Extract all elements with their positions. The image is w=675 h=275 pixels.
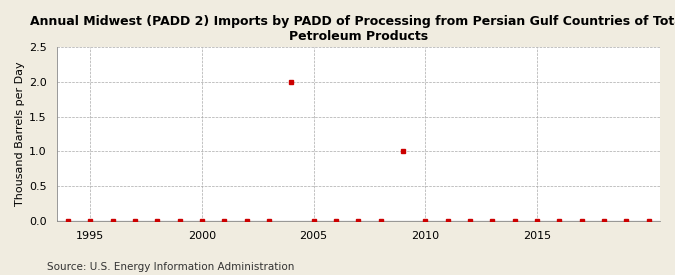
Title: Annual Midwest (PADD 2) Imports by PADD of Processing from Persian Gulf Countrie: Annual Midwest (PADD 2) Imports by PADD …	[30, 15, 675, 43]
Text: Source: U.S. Energy Information Administration: Source: U.S. Energy Information Administ…	[47, 262, 294, 272]
Y-axis label: Thousand Barrels per Day: Thousand Barrels per Day	[15, 62, 25, 206]
